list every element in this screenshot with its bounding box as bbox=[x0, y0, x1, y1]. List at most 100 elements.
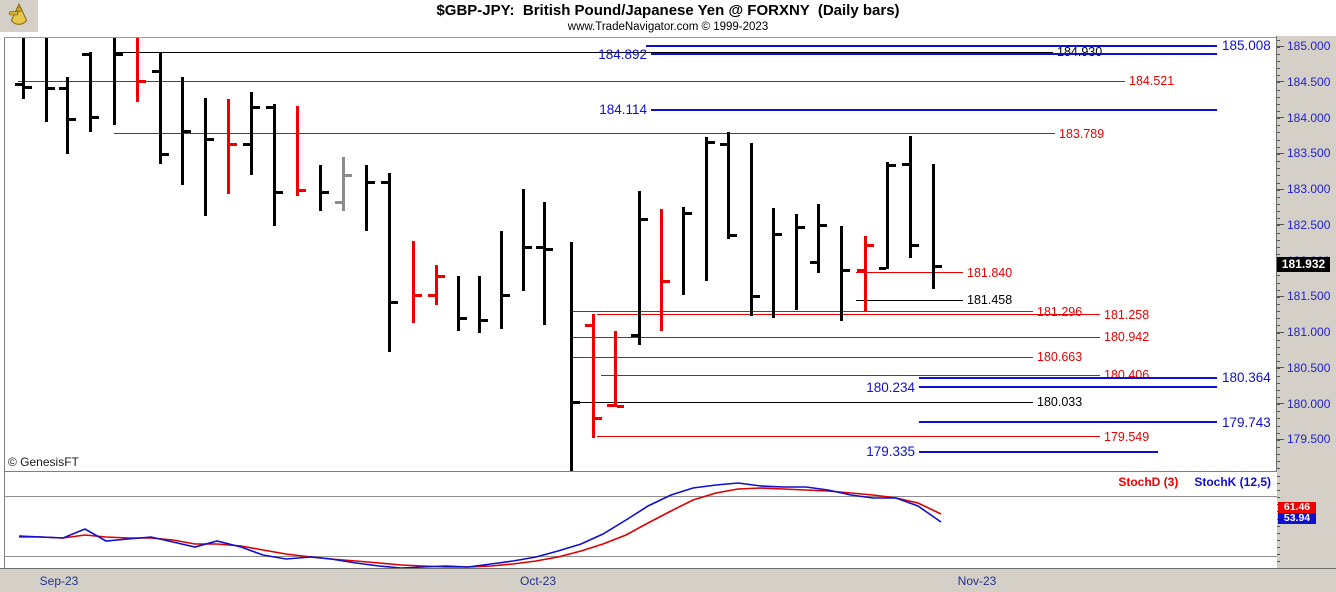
price-bar bbox=[795, 214, 798, 310]
price-level-label: 180.033 bbox=[1037, 395, 1083, 409]
axis-minor-tick bbox=[1277, 376, 1280, 377]
axis-major-tick bbox=[1277, 332, 1284, 333]
price-bar bbox=[89, 52, 92, 132]
price-level-label: 180.364 bbox=[1222, 370, 1271, 385]
copyright-label: © GenesisFT bbox=[8, 455, 79, 469]
price-bar bbox=[227, 99, 230, 194]
axis-minor-tick bbox=[1277, 147, 1280, 148]
axis-minor-tick bbox=[1277, 561, 1280, 562]
axis-minor-tick bbox=[1277, 490, 1280, 491]
open-tick bbox=[879, 267, 886, 270]
open-tick bbox=[59, 87, 66, 90]
open-tick bbox=[243, 143, 250, 146]
axis-minor-tick bbox=[1277, 90, 1280, 91]
price-level-label: 179.549 bbox=[1104, 430, 1150, 444]
axis-minor-tick bbox=[1277, 82, 1280, 83]
close-tick bbox=[843, 269, 850, 272]
close-tick bbox=[253, 106, 260, 109]
axis-minor-tick bbox=[1277, 218, 1280, 219]
axis-minor-tick bbox=[1277, 247, 1280, 248]
close-tick bbox=[753, 295, 760, 298]
axis-price-label: 180.000 bbox=[1287, 397, 1331, 411]
price-level-line bbox=[919, 421, 1217, 423]
axis-minor-tick bbox=[1277, 368, 1280, 369]
price-bar bbox=[388, 173, 391, 352]
axis-major-tick bbox=[1277, 81, 1284, 82]
close-tick bbox=[525, 246, 532, 249]
price-level-label: 180.406 bbox=[1104, 368, 1150, 382]
close-tick bbox=[867, 244, 874, 247]
price-level-line bbox=[856, 272, 963, 273]
price-bar bbox=[159, 52, 162, 164]
axis-major-tick bbox=[1277, 439, 1284, 440]
close-tick bbox=[184, 130, 191, 133]
close-tick bbox=[708, 141, 715, 144]
open-tick bbox=[428, 294, 435, 297]
price-level-line bbox=[651, 109, 1217, 111]
close-tick bbox=[912, 244, 919, 247]
axis-minor-tick bbox=[1277, 140, 1280, 141]
price-level-label: 181.258 bbox=[1104, 308, 1150, 322]
axis-minor-tick bbox=[1277, 254, 1280, 255]
price-level-line bbox=[571, 357, 1033, 358]
price-chart-panel[interactable]: 185.008 184.930 184.892 184.521 184.114 183.7… bbox=[4, 37, 1277, 472]
close-tick bbox=[116, 53, 123, 56]
stochastic-gridline bbox=[5, 496, 1277, 497]
open-tick bbox=[266, 106, 273, 109]
price-level-label: 180.942 bbox=[1104, 330, 1150, 344]
stochastic-legend-item[interactable]: StochD (3) bbox=[1118, 475, 1179, 489]
price-bar bbox=[113, 38, 116, 125]
axis-minor-tick bbox=[1277, 311, 1280, 312]
stochastic-panel[interactable]: StochD (3) StochK (12,5) bbox=[4, 471, 1277, 569]
close-tick bbox=[546, 248, 553, 251]
open-tick bbox=[857, 269, 864, 272]
open-tick bbox=[631, 334, 638, 337]
price-bar bbox=[478, 276, 481, 333]
stochastic-value-badge: 53.94 bbox=[1278, 513, 1316, 524]
chart-header: $GBP-JPY: British Pound/Japanese Yen @ F… bbox=[0, 0, 1336, 37]
price-bar bbox=[342, 157, 345, 211]
price-bar bbox=[614, 331, 617, 407]
close-tick bbox=[481, 319, 488, 322]
axis-minor-tick bbox=[1277, 68, 1280, 69]
axis-minor-tick bbox=[1277, 132, 1280, 133]
axis-minor-tick bbox=[1277, 397, 1280, 398]
price-bar bbox=[181, 77, 184, 185]
price-bar bbox=[66, 77, 69, 154]
axis-minor-tick bbox=[1277, 383, 1280, 384]
axis-minor-tick bbox=[1277, 547, 1280, 548]
axis-minor-tick bbox=[1277, 404, 1280, 405]
close-tick bbox=[299, 189, 306, 192]
close-tick bbox=[139, 80, 146, 83]
month-label[interactable]: Oct-23 bbox=[519, 574, 557, 588]
price-axis[interactable]: 185.000 184.500 184.000 183.500 183.000 182.5… bbox=[1276, 36, 1336, 568]
price-level-line bbox=[856, 300, 963, 301]
time-axis[interactable]: Sep-23 Oct-23 Nov-23 bbox=[0, 568, 1336, 592]
axis-minor-tick bbox=[1277, 447, 1280, 448]
open-tick bbox=[720, 143, 727, 146]
price-level-line bbox=[571, 337, 1100, 338]
axis-minor-tick bbox=[1277, 111, 1280, 112]
price-bar bbox=[682, 207, 685, 295]
chart-subtitle: www.TradeNavigator.com © 1999-2023 bbox=[567, 21, 769, 33]
price-bar bbox=[204, 98, 207, 216]
sextant-icon bbox=[8, 3, 28, 25]
close-tick bbox=[391, 301, 398, 304]
axis-price-label: 183.000 bbox=[1287, 182, 1331, 196]
stochastic-legend-item[interactable]: StochK (12,5) bbox=[1194, 475, 1271, 489]
close-tick bbox=[230, 143, 237, 146]
axis-major-tick bbox=[1277, 189, 1284, 190]
month-label[interactable]: Sep-23 bbox=[39, 574, 79, 588]
close-tick bbox=[460, 317, 467, 320]
price-level-label: 179.743 bbox=[1222, 415, 1271, 430]
axis-minor-tick bbox=[1277, 390, 1280, 391]
month-label[interactable]: Nov-23 bbox=[957, 574, 997, 588]
genesis-sextant-logo-icon[interactable] bbox=[0, 0, 38, 32]
open-tick bbox=[335, 201, 342, 204]
axis-minor-tick bbox=[1277, 175, 1280, 176]
close-tick bbox=[92, 116, 99, 119]
axis-minor-tick bbox=[1277, 433, 1280, 434]
axis-minor-tick bbox=[1277, 161, 1280, 162]
axis-minor-tick bbox=[1277, 454, 1280, 455]
axis-minor-tick bbox=[1277, 233, 1280, 234]
